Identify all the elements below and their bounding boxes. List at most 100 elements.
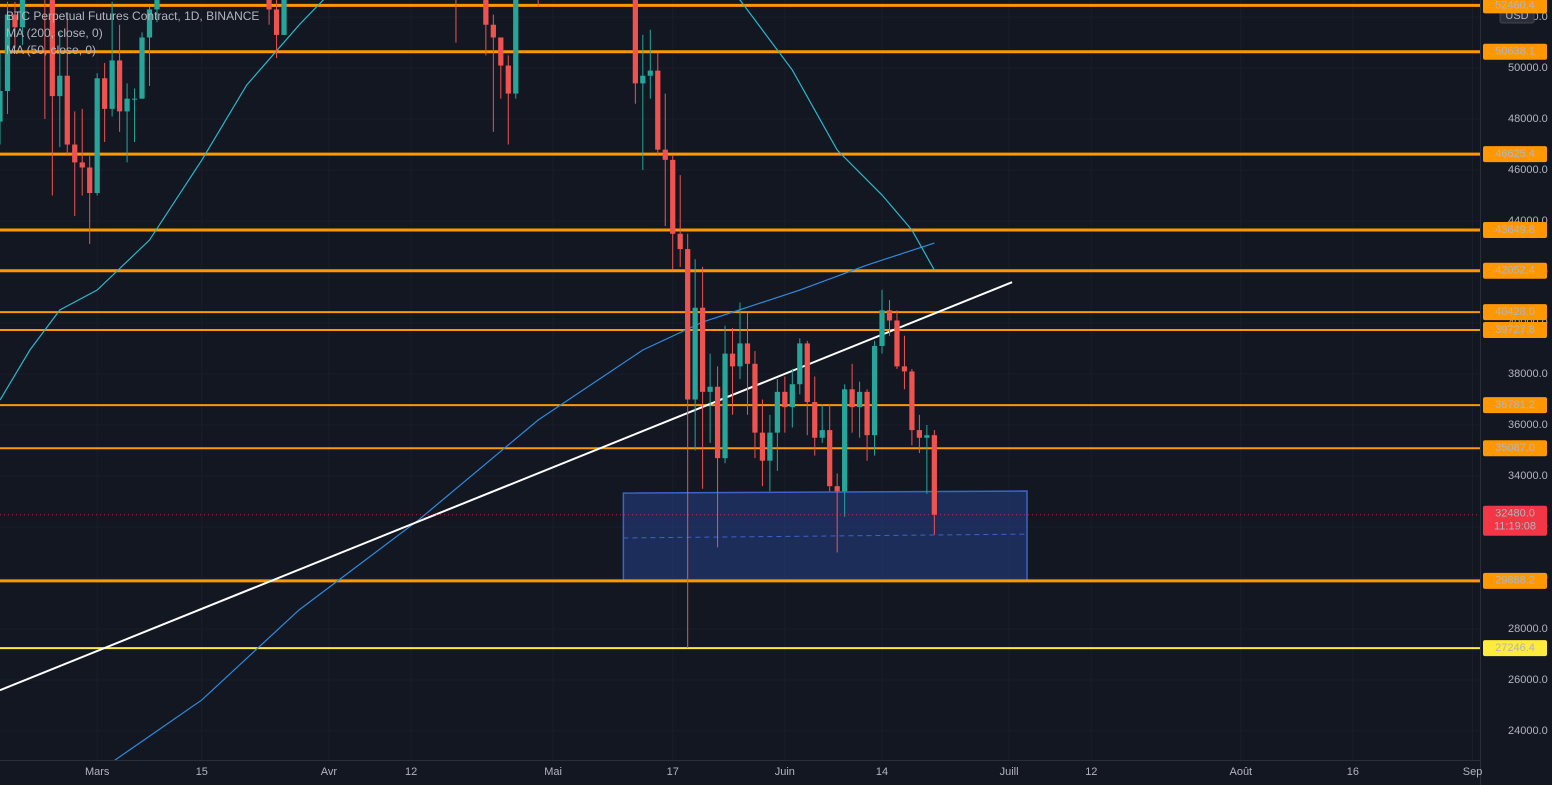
candle-body [4, 14, 11, 92]
candle-body [116, 60, 123, 112]
candle-body [744, 343, 751, 364]
candle-body [662, 149, 668, 160]
level-label: 36781.2 [1495, 399, 1535, 411]
x-tick-label: Août [1229, 766, 1252, 778]
candle-body [647, 70, 653, 76]
level-label: 50638.1 [1495, 46, 1535, 58]
countdown-label: 11:19:08 [1494, 521, 1536, 533]
x-tick-label: 12 [1085, 766, 1097, 778]
level-label-box [1483, 572, 1547, 589]
level-label-box [1483, 640, 1547, 657]
candle-body [700, 307, 706, 392]
y-tick-label: 26000.0 [1508, 674, 1548, 686]
y-tick-label: 50000.0 [1508, 62, 1548, 74]
y-tick-label: 36000.0 [1508, 419, 1548, 431]
candle-body [909, 371, 915, 431]
x-tick-label: 16 [1347, 766, 1359, 778]
last-price-box [1483, 505, 1547, 536]
candle-body [19, 0, 26, 28]
y-tick-label: 34000.0 [1508, 470, 1548, 482]
x-tick-label: Mars [85, 766, 110, 778]
candle-body [505, 65, 511, 94]
candle-body [139, 37, 145, 99]
trendline [0, 281, 1013, 692]
candle-body [849, 389, 855, 408]
candle-body [498, 37, 504, 66]
candle-body [774, 391, 780, 433]
candle-body [146, 9, 153, 38]
candle-body [797, 343, 803, 385]
candle-body [767, 432, 773, 461]
legend-entry: MA (200, close, 0) [6, 26, 103, 40]
legend-entry: MA (50, close, 0) [6, 43, 96, 57]
candle-body [281, 0, 287, 35]
candle-body [102, 78, 108, 109]
candle-body [782, 391, 788, 408]
candle-body [49, 0, 55, 97]
candle-body [513, 0, 519, 94]
candle-body [759, 432, 766, 461]
candle-body [864, 391, 870, 436]
candle-body [79, 162, 85, 168]
candle-body [131, 98, 138, 100]
candle-body [707, 386, 713, 392]
y-tick-label: 38000.0 [1508, 368, 1548, 380]
legend: BTC Perpetual Futures Contract, 1D, BINA… [6, 9, 259, 57]
candle-body [640, 75, 646, 84]
candle-body [273, 9, 280, 35]
level-label: 42052.4 [1495, 265, 1535, 277]
candle-body [0, 91, 3, 122]
candle-body [842, 389, 848, 492]
candle-body [856, 391, 863, 408]
candle-body [692, 307, 698, 400]
x-tick-label: 12 [405, 766, 417, 778]
candle-body [752, 363, 758, 433]
x-tick-label: 17 [667, 766, 679, 778]
level-label: 35087.0 [1495, 442, 1535, 454]
candle-body [789, 384, 795, 408]
level-label: 52460.4 [1495, 0, 1535, 11]
level-label: 39727.8 [1495, 324, 1535, 336]
candle-body [670, 159, 676, 234]
level-label-box [1483, 304, 1547, 321]
candle-body [677, 233, 683, 250]
candle-body [655, 70, 661, 150]
candle-body [924, 435, 930, 438]
axes: 24000.026000.028000.030000.032000.034000… [85, 0, 1548, 778]
level-label-box [1483, 262, 1547, 279]
level-label: 27246.4 [1495, 642, 1535, 654]
level-label: 46625.4 [1495, 148, 1535, 160]
last-price-label: 32480.0 [1495, 508, 1535, 520]
chart-title: BTC Perpetual Futures Contract, 1D, BINA… [6, 9, 259, 23]
level-label-box [1483, 146, 1547, 163]
y-tick-label: 24000.0 [1508, 725, 1548, 737]
candle-body [94, 78, 100, 193]
candle-body [57, 75, 63, 97]
candle-body [722, 353, 728, 459]
y-tick-label: 48000.0 [1508, 113, 1548, 125]
x-tick-label: 15 [196, 766, 208, 778]
level-label: 43649.8 [1495, 224, 1535, 236]
candle-body [894, 320, 900, 367]
candle-body [901, 366, 908, 372]
level-label-box [1483, 0, 1547, 14]
candle-body [916, 430, 923, 438]
y-tick-label: 46000.0 [1508, 164, 1548, 176]
candle-body [879, 310, 885, 346]
candle-body [714, 386, 721, 459]
level-label-box [1483, 221, 1547, 238]
zone-middle [623, 533, 1028, 539]
candle-body [827, 430, 833, 487]
x-tick-label: Juill [1000, 766, 1019, 778]
x-tick-label: Avr [321, 766, 338, 778]
x-tick-label: 14 [876, 766, 888, 778]
level-label-box [1483, 397, 1547, 414]
level-label: 29888.2 [1495, 575, 1535, 587]
candle-body [834, 486, 840, 492]
candle-body [819, 430, 825, 438]
candle-body [154, 0, 160, 10]
y-tick-label: 28000.0 [1508, 623, 1548, 635]
candle-body [109, 60, 115, 109]
candle-body [266, 0, 272, 10]
